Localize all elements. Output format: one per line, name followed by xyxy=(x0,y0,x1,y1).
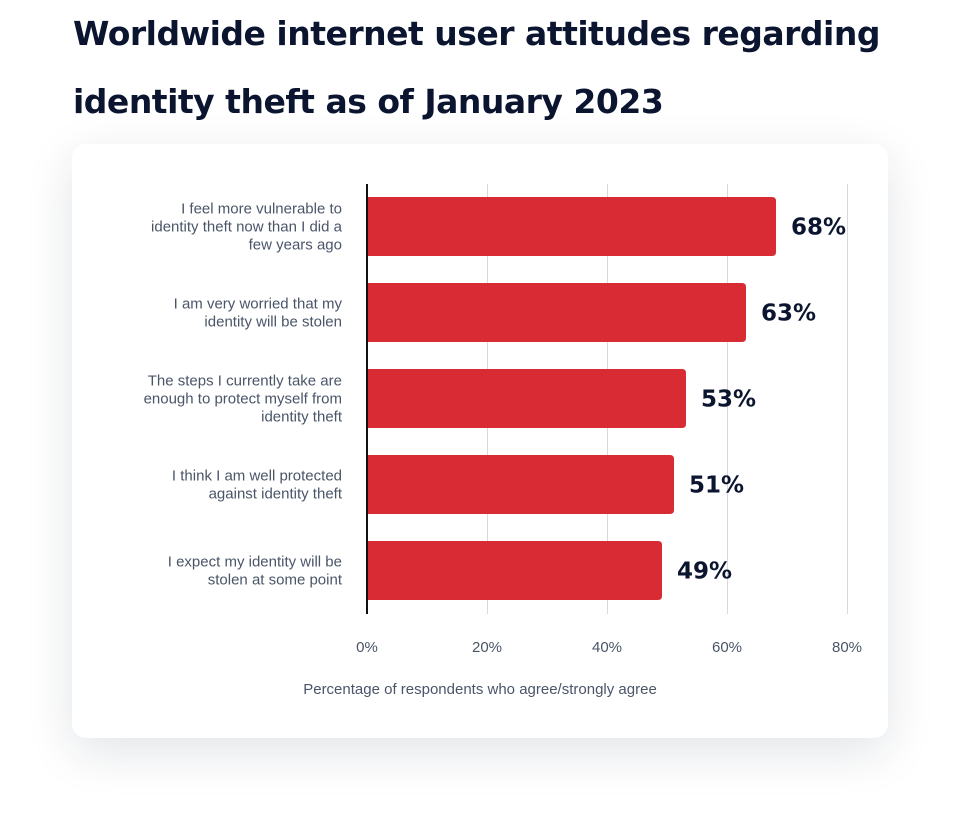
data-label: 51% xyxy=(689,473,744,499)
category-label: I think I am well protected against ident… xyxy=(172,468,343,503)
x-tick-label: 80% xyxy=(832,639,862,656)
category-label-line: against identity theft xyxy=(209,486,343,503)
category-label-line: identity theft xyxy=(261,409,343,426)
x-tick-label: 20% xyxy=(472,639,502,656)
bar xyxy=(368,283,746,342)
category-label-line: I expect my identity will be xyxy=(168,554,342,571)
data-label: 63% xyxy=(761,301,816,327)
bar xyxy=(368,455,674,514)
category-label-line: identity will be stolen xyxy=(204,314,342,331)
category-label-line: The steps I currently take are xyxy=(148,373,342,390)
bar-chart: 0% 20% 40% 60% 80% 68% I feel more vulnerable … xyxy=(144,184,862,699)
bar xyxy=(368,197,776,256)
bars xyxy=(368,197,776,600)
chart-title: Worldwide internet user attitudes regard… xyxy=(73,0,893,136)
category-label: I expect my identity will be stolen at so… xyxy=(168,554,343,589)
data-label: 53% xyxy=(701,387,756,413)
category-label-line: identity theft now than I did a xyxy=(151,219,343,236)
chart-title-line-2: identity theft as of January 2023 xyxy=(73,82,664,121)
category-label-line: I think I am well protected xyxy=(172,468,342,485)
x-tick-label: 60% xyxy=(712,639,742,656)
category-label-line: few years ago xyxy=(249,237,342,254)
data-label: 49% xyxy=(677,559,732,585)
bar xyxy=(368,541,662,600)
x-tick-label: 40% xyxy=(592,639,622,656)
labels: 0% 20% 40% 60% 80% 68% I feel more vulnerable … xyxy=(144,201,862,699)
category-label: I feel more vulnerable to identity theft … xyxy=(151,201,343,254)
category-label-line: I am very worried that my xyxy=(174,296,343,313)
category-label-line: enough to protect myself from xyxy=(144,391,342,408)
x-axis-title: Percentage of respondents who agree/stro… xyxy=(303,681,657,698)
bar xyxy=(368,369,686,428)
chart-title-line-1: Worldwide internet user attitudes regard… xyxy=(73,14,880,53)
data-label: 68% xyxy=(791,215,846,241)
category-label-line: stolen at some point xyxy=(208,572,343,589)
category-label: The steps I currently take are enough to … xyxy=(144,373,343,426)
chart-card: 0% 20% 40% 60% 80% 68% I feel more vulnerable … xyxy=(72,144,888,738)
category-label: I am very worried that my identity will b… xyxy=(174,296,343,331)
category-label-line: I feel more vulnerable to xyxy=(181,201,342,218)
x-tick-label: 0% xyxy=(356,639,378,656)
